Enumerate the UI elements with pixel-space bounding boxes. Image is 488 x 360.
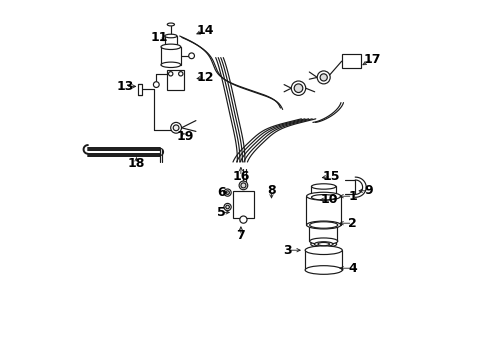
Circle shape bbox=[225, 191, 229, 194]
Text: 17: 17 bbox=[363, 53, 380, 66]
Text: 13: 13 bbox=[117, 80, 134, 93]
Ellipse shape bbox=[306, 221, 340, 229]
Ellipse shape bbox=[167, 23, 174, 26]
Circle shape bbox=[188, 53, 194, 59]
Ellipse shape bbox=[311, 195, 335, 200]
Ellipse shape bbox=[306, 192, 340, 200]
Ellipse shape bbox=[311, 184, 335, 189]
Bar bbox=[310, 186, 335, 197]
Circle shape bbox=[241, 183, 245, 188]
Ellipse shape bbox=[317, 243, 329, 246]
Text: 11: 11 bbox=[150, 31, 167, 44]
Ellipse shape bbox=[309, 222, 337, 228]
Text: 10: 10 bbox=[320, 193, 337, 206]
Text: 8: 8 bbox=[266, 184, 275, 197]
Text: 19: 19 bbox=[176, 130, 193, 143]
Ellipse shape bbox=[314, 242, 332, 247]
Text: 14: 14 bbox=[196, 24, 213, 37]
Ellipse shape bbox=[305, 266, 342, 274]
Circle shape bbox=[320, 74, 326, 81]
Circle shape bbox=[153, 82, 159, 87]
Bar bbox=[137, 84, 142, 95]
Bar bbox=[341, 54, 361, 68]
Ellipse shape bbox=[305, 246, 342, 255]
Text: 9: 9 bbox=[364, 184, 372, 197]
Text: 18: 18 bbox=[127, 157, 145, 170]
Bar bbox=[232, 191, 253, 218]
Text: 6: 6 bbox=[216, 186, 225, 199]
Text: 15: 15 bbox=[322, 170, 339, 183]
Text: 16: 16 bbox=[232, 170, 249, 183]
Ellipse shape bbox=[161, 62, 181, 68]
Ellipse shape bbox=[310, 241, 336, 247]
Text: 12: 12 bbox=[196, 71, 213, 84]
Circle shape bbox=[170, 122, 181, 133]
Circle shape bbox=[291, 81, 305, 95]
Circle shape bbox=[239, 181, 247, 190]
Bar bbox=[164, 36, 177, 48]
Circle shape bbox=[294, 84, 302, 93]
Bar bbox=[305, 250, 342, 270]
Text: 7: 7 bbox=[236, 229, 245, 242]
Bar bbox=[161, 47, 181, 65]
Ellipse shape bbox=[309, 238, 337, 244]
Text: 1: 1 bbox=[347, 190, 356, 203]
Circle shape bbox=[173, 125, 179, 131]
Circle shape bbox=[178, 72, 183, 76]
Bar bbox=[309, 225, 337, 241]
Circle shape bbox=[168, 72, 172, 76]
Bar bbox=[167, 70, 184, 90]
Circle shape bbox=[317, 71, 329, 84]
Text: 4: 4 bbox=[347, 262, 356, 275]
Text: 5: 5 bbox=[216, 206, 225, 219]
Text: 2: 2 bbox=[347, 217, 356, 230]
Circle shape bbox=[224, 189, 231, 196]
Ellipse shape bbox=[164, 34, 177, 38]
Ellipse shape bbox=[161, 44, 181, 49]
Text: 3: 3 bbox=[283, 244, 291, 257]
Circle shape bbox=[224, 203, 231, 211]
Circle shape bbox=[239, 216, 246, 223]
Circle shape bbox=[225, 205, 229, 209]
Bar bbox=[306, 196, 340, 225]
